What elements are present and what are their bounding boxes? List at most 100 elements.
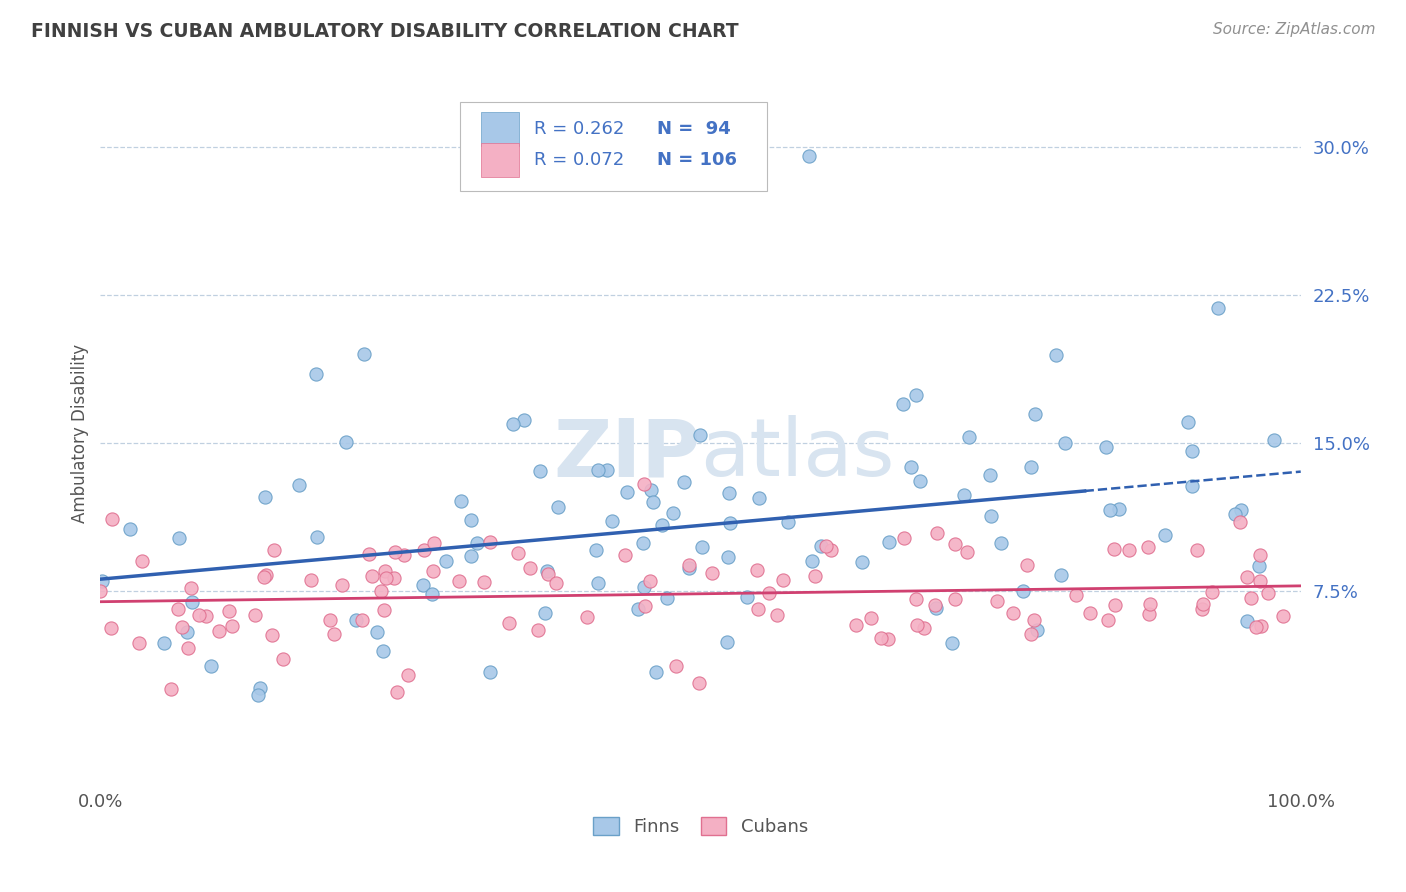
Point: [804, 568, 827, 582]
Point: [634, 599, 657, 614]
Point: [1054, 436, 1077, 450]
Point: [361, 569, 384, 583]
Point: [373, 603, 395, 617]
Point: [879, 534, 901, 549]
Point: [797, 149, 820, 163]
Point: [253, 570, 276, 584]
Point: [1137, 607, 1160, 621]
Y-axis label: Ambulatory Disability: Ambulatory Disability: [72, 343, 89, 523]
Point: [350, 613, 373, 627]
Point: [299, 573, 322, 587]
FancyBboxPatch shape: [460, 103, 766, 191]
Point: [1206, 301, 1229, 315]
Point: [1019, 459, 1042, 474]
Point: [941, 636, 963, 650]
Point: [89, 584, 111, 599]
Point: [1097, 613, 1119, 627]
Point: [766, 608, 789, 623]
Point: [588, 575, 610, 590]
Point: [815, 539, 838, 553]
Point: [1002, 606, 1025, 620]
Point: [717, 486, 740, 500]
Point: [472, 574, 495, 589]
Point: [1022, 613, 1045, 627]
Point: [869, 631, 891, 645]
Point: [631, 536, 654, 550]
Point: [1136, 540, 1159, 554]
Point: [412, 578, 434, 592]
Point: [700, 566, 723, 581]
Point: [422, 564, 444, 578]
Point: [1108, 501, 1130, 516]
Point: [1045, 348, 1067, 362]
Point: [772, 573, 794, 587]
Point: [596, 463, 619, 477]
Point: [460, 513, 482, 527]
Point: [1191, 601, 1213, 615]
Point: [1223, 508, 1246, 522]
Point: [412, 543, 434, 558]
Point: [905, 617, 928, 632]
Point: [450, 494, 472, 508]
Text: atlas: atlas: [700, 416, 894, 493]
Point: [924, 599, 946, 613]
Point: [221, 619, 243, 633]
Point: [943, 537, 966, 551]
Point: [912, 621, 935, 635]
Point: [657, 591, 679, 606]
Point: [718, 516, 741, 530]
Point: [859, 611, 882, 625]
Point: [614, 548, 637, 562]
Point: [1181, 479, 1204, 493]
Point: [1271, 609, 1294, 624]
Point: [382, 571, 405, 585]
Point: [176, 625, 198, 640]
Point: [396, 668, 419, 682]
Point: [745, 563, 768, 577]
Text: R = 0.262: R = 0.262: [534, 120, 624, 138]
Point: [167, 602, 190, 616]
Point: [181, 594, 204, 608]
Point: [527, 624, 550, 638]
Text: FINNISH VS CUBAN AMBULATORY DISABILITY CORRELATION CHART: FINNISH VS CUBAN AMBULATORY DISABILITY C…: [31, 22, 738, 41]
Point: [447, 574, 470, 589]
Point: [851, 555, 873, 569]
Point: [986, 594, 1008, 608]
Point: [1236, 614, 1258, 628]
Point: [195, 608, 218, 623]
Point: [1064, 588, 1087, 602]
Point: [925, 600, 948, 615]
Point: [529, 464, 551, 478]
Text: N =  94: N = 94: [658, 120, 731, 138]
Point: [422, 536, 444, 550]
Point: [1230, 503, 1253, 517]
Point: [1050, 567, 1073, 582]
Point: [260, 628, 283, 642]
Point: [120, 521, 142, 535]
Point: [735, 590, 758, 604]
Point: [1263, 433, 1285, 447]
Point: [643, 495, 665, 509]
Point: [627, 602, 650, 616]
Point: [465, 536, 488, 550]
Text: Source: ZipAtlas.com: Source: ZipAtlas.com: [1212, 22, 1375, 37]
Point: [359, 547, 381, 561]
Point: [318, 613, 340, 627]
Point: [893, 397, 915, 411]
Point: [434, 554, 457, 568]
Point: [990, 536, 1012, 550]
Point: [616, 484, 638, 499]
Point: [1236, 570, 1258, 584]
Point: [100, 512, 122, 526]
Point: [544, 575, 567, 590]
Point: [218, 604, 240, 618]
Point: [1099, 503, 1122, 517]
Point: [1017, 558, 1039, 573]
Point: [353, 347, 375, 361]
Point: [800, 554, 823, 568]
Point: [1025, 624, 1047, 638]
Point: [100, 621, 122, 635]
Point: [513, 413, 536, 427]
Point: [943, 591, 966, 606]
Point: [253, 491, 276, 505]
